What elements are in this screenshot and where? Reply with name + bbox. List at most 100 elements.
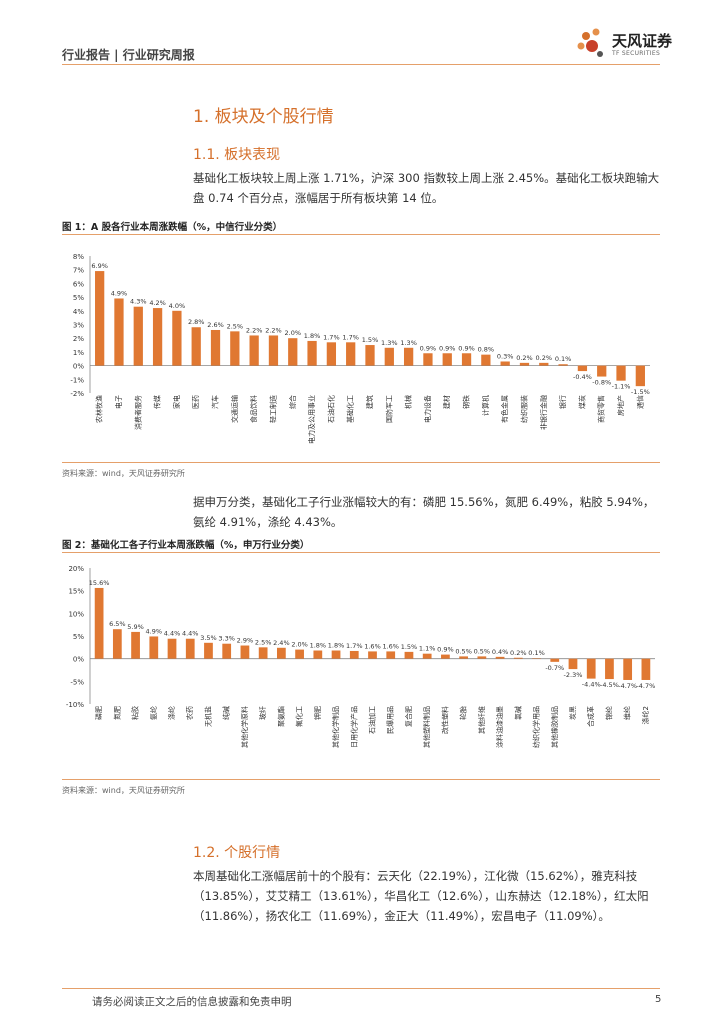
category-label: 磷肥: [94, 706, 103, 720]
category-label: 有色金属: [500, 395, 509, 423]
data-label: -4.5%: [600, 681, 619, 689]
bar: [152, 308, 163, 366]
data-label: -4.7%: [636, 682, 655, 690]
category-label: 食品饮料: [249, 395, 258, 423]
category-label: 电力设备: [423, 395, 432, 423]
data-label: -0.4%: [573, 373, 592, 381]
bar: [258, 647, 268, 659]
y-tick-label: 10%: [68, 610, 84, 618]
bar: [481, 354, 491, 366]
footer-disclaimer: 请务必阅读正文之后的信息披露和免责申明: [92, 996, 292, 1008]
category-label: 消费者服务: [133, 395, 142, 430]
y-tick-label: 2%: [73, 335, 84, 343]
data-label: 0.9%: [458, 344, 475, 352]
bar: [577, 365, 588, 372]
category-label: 家电: [172, 395, 181, 409]
bar: [276, 647, 286, 659]
category-label: 轻工制造: [268, 395, 277, 423]
category-label: 无机盐: [203, 706, 212, 727]
data-label: 1.6%: [364, 642, 381, 650]
data-label: 5.9%: [127, 623, 144, 631]
figure-2-bar-chart: 20% 15% 10% 5% 0% -5% -10% 15.6% 磷肥 6.5% 氮肥 5.9% 粘胶 4…: [66, 565, 655, 748]
data-label: 0.9%: [420, 344, 437, 352]
y-tick-label: 6%: [73, 280, 84, 288]
data-label: 1.3%: [381, 339, 398, 347]
y-tick-label: 20%: [68, 565, 84, 573]
bar: [384, 347, 394, 366]
data-label: 1.8%: [310, 642, 327, 650]
category-label: 聚氨酯: [276, 706, 285, 727]
figure-1-bottom-divider: [62, 462, 660, 463]
data-label: 0.2%: [536, 354, 553, 362]
bar: [313, 650, 323, 659]
company-logo-name: 天风证券: [612, 32, 673, 50]
category-label: 日用化学产品: [349, 706, 358, 748]
category-label: 氨纶: [149, 706, 158, 720]
data-label: 1.3%: [400, 339, 417, 347]
y-tick-label: 4%: [73, 308, 84, 316]
y-tick-label: 5%: [73, 294, 84, 302]
bar: [326, 342, 337, 366]
data-label: 1.5%: [362, 336, 379, 344]
footer-divider: [62, 988, 660, 989]
data-label: 1.5%: [401, 643, 418, 651]
data-label: 2.2%: [265, 326, 282, 334]
section-1-2-title: 1.2. 个股行情: [193, 845, 281, 861]
figure-1-bar-chart: 8% 7% 6% 5% 4% 3% 2% 1% 0% -1% -2% 6.9% 农林牧渔 4.9% 电子 4.…: [70, 253, 650, 444]
y-tick-label: 0%: [73, 363, 84, 371]
data-label: -0.7%: [545, 664, 564, 672]
bar: [295, 649, 304, 659]
data-label: 0.9%: [437, 646, 454, 654]
category-label: 其他塑料制品: [422, 706, 431, 748]
category-label: 其他化学制品: [331, 706, 340, 748]
category-label: 复合肥: [404, 706, 413, 727]
y-tick-label: 0%: [73, 656, 84, 664]
bar: [495, 656, 505, 659]
data-label: 1.7%: [346, 642, 363, 650]
category-label: 粘胶: [131, 706, 140, 720]
bar: [423, 353, 433, 366]
data-label: 0.1%: [555, 355, 572, 363]
category-label: 医药: [191, 395, 200, 409]
figure-1-source: 资料来源：wind，天风证券研究所: [62, 469, 185, 478]
bar: [95, 271, 105, 366]
category-label: 涤纶: [167, 706, 176, 720]
figure-1-title: 图 1：A 股各行业本周涨跌幅（%，中信行业分类）: [62, 222, 283, 233]
data-label: 2.2%: [246, 326, 263, 334]
category-label: 其他橡胶制品: [550, 706, 559, 748]
category-label: 钾肥: [313, 706, 322, 720]
section-1-1-title: 1.1. 板块表现: [193, 147, 281, 163]
category-label: 国防军工: [384, 395, 393, 423]
data-label: 6.9%: [91, 262, 108, 270]
category-label: 合成革: [586, 706, 595, 727]
category-label: 房地产: [616, 395, 625, 416]
data-label: 2.8%: [188, 318, 205, 326]
bar: [368, 651, 377, 659]
category-label: 建材: [442, 395, 451, 409]
data-label: 0.4%: [492, 648, 509, 656]
bar: [586, 658, 596, 679]
bar: [307, 340, 317, 366]
y-tick-label: -5%: [70, 678, 84, 686]
data-label: 0.8%: [478, 346, 495, 354]
bar: [331, 650, 341, 659]
bar: [623, 658, 633, 680]
category-label: 玻纤: [258, 706, 267, 720]
bar: [268, 335, 279, 366]
data-label: 4.0%: [169, 302, 186, 310]
bar: [459, 656, 469, 659]
data-label: 2.4%: [273, 639, 290, 647]
data-label: 3.3%: [218, 635, 235, 643]
data-label: 4.4%: [182, 630, 199, 638]
category-label: 银行: [558, 395, 567, 409]
data-label: 4.9%: [111, 289, 128, 297]
data-label: 2.9%: [237, 637, 254, 645]
category-label: 基础化工: [346, 395, 355, 423]
category-label: 其他化学原料: [240, 706, 249, 748]
category-label: 汽车: [211, 395, 220, 409]
bar: [230, 331, 240, 366]
data-label: 0.2%: [516, 354, 533, 362]
bar: [422, 653, 432, 659]
data-label: 1.8%: [304, 332, 321, 340]
category-label: 纯碱: [222, 706, 231, 720]
